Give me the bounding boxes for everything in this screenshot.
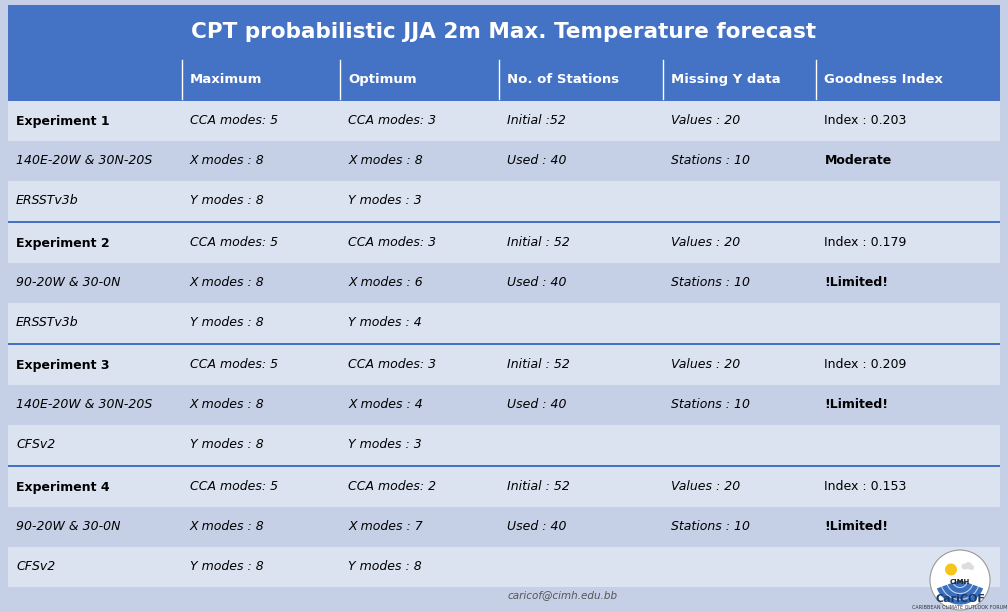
Text: Index : 0.209: Index : 0.209 — [825, 359, 907, 371]
Text: X modes : 8: X modes : 8 — [349, 154, 423, 168]
Text: Y modes : 3: Y modes : 3 — [349, 439, 422, 452]
Bar — [8, 221, 1000, 223]
Bar — [8, 467, 1000, 507]
Bar — [8, 223, 1000, 263]
Text: !Limited!: !Limited! — [825, 277, 888, 289]
Bar — [8, 343, 1000, 345]
Text: CFSv2: CFSv2 — [16, 561, 55, 573]
Circle shape — [965, 562, 972, 569]
Text: CCA modes: 5: CCA modes: 5 — [190, 359, 278, 371]
Bar — [8, 263, 1000, 303]
Text: Used : 40: Used : 40 — [507, 398, 566, 411]
Text: !Limited!: !Limited! — [825, 398, 888, 411]
Text: CCA modes: 3: CCA modes: 3 — [349, 114, 436, 127]
Text: Goodness Index: Goodness Index — [825, 73, 943, 86]
Text: Y modes : 8: Y modes : 8 — [190, 439, 263, 452]
Text: CFSv2: CFSv2 — [16, 439, 55, 452]
Text: X modes : 8: X modes : 8 — [190, 398, 264, 411]
Bar — [8, 101, 1000, 141]
Wedge shape — [936, 580, 983, 605]
Bar — [8, 141, 1000, 181]
Text: Optimum: Optimum — [349, 73, 417, 86]
Bar — [8, 99, 1000, 101]
Text: CCA modes: 5: CCA modes: 5 — [190, 236, 278, 250]
Text: X modes : 7: X modes : 7 — [349, 520, 423, 534]
Text: 140E-20W & 30N-20S: 140E-20W & 30N-20S — [16, 154, 152, 168]
Text: Experiment 1: Experiment 1 — [16, 114, 110, 127]
Bar — [8, 547, 1000, 587]
Text: CariCOF: CariCOF — [935, 594, 985, 604]
Text: 140E-20W & 30N-20S: 140E-20W & 30N-20S — [16, 398, 152, 411]
Bar — [8, 425, 1000, 465]
Text: Used : 40: Used : 40 — [507, 277, 566, 289]
Text: CCA modes: 5: CCA modes: 5 — [190, 114, 278, 127]
Text: CARIBBEAN CLIMATE OUTLOOK FORUM: CARIBBEAN CLIMATE OUTLOOK FORUM — [912, 605, 1008, 610]
Text: Values : 20: Values : 20 — [670, 480, 740, 493]
Text: Used : 40: Used : 40 — [507, 520, 566, 534]
Text: Used : 40: Used : 40 — [507, 154, 566, 168]
Text: Y modes : 8: Y modes : 8 — [190, 561, 263, 573]
Text: Y modes : 8: Y modes : 8 — [190, 316, 263, 329]
Text: Moderate: Moderate — [825, 154, 892, 168]
Text: Initial : 52: Initial : 52 — [507, 236, 570, 250]
Text: X modes : 8: X modes : 8 — [190, 277, 264, 289]
Text: X modes : 6: X modes : 6 — [349, 277, 423, 289]
Circle shape — [962, 564, 968, 570]
Text: Values : 20: Values : 20 — [670, 359, 740, 371]
Text: 90-20W & 30-0N: 90-20W & 30-0N — [16, 520, 121, 534]
Circle shape — [969, 565, 974, 570]
Text: CCA modes: 5: CCA modes: 5 — [190, 480, 278, 493]
Circle shape — [946, 564, 957, 575]
Text: X modes : 4: X modes : 4 — [349, 398, 423, 411]
Text: CIMH: CIMH — [950, 579, 970, 585]
Text: Experiment 4: Experiment 4 — [16, 480, 110, 493]
Text: Stations : 10: Stations : 10 — [670, 520, 750, 534]
Text: Stations : 10: Stations : 10 — [670, 277, 750, 289]
Text: X modes : 8: X modes : 8 — [190, 154, 264, 168]
Text: Stations : 10: Stations : 10 — [670, 154, 750, 168]
Bar — [8, 385, 1000, 425]
Text: No. of Stations: No. of Stations — [507, 73, 619, 86]
Text: Maximum: Maximum — [190, 73, 262, 86]
Text: Y modes : 8: Y modes : 8 — [190, 195, 263, 207]
Text: Initial : 52: Initial : 52 — [507, 359, 570, 371]
Text: Stations : 10: Stations : 10 — [670, 398, 750, 411]
Bar — [8, 507, 1000, 547]
Text: Y modes : 8: Y modes : 8 — [349, 561, 422, 573]
Bar — [8, 303, 1000, 343]
Text: Values : 20: Values : 20 — [670, 236, 740, 250]
Text: 90-20W & 30-0N: 90-20W & 30-0N — [16, 277, 121, 289]
Text: ERSSTv3b: ERSSTv3b — [16, 316, 79, 329]
Text: CPT probabilistic JJA 2m Max. Temperature forecast: CPT probabilistic JJA 2m Max. Temperatur… — [192, 23, 816, 42]
Text: !Limited!: !Limited! — [825, 520, 888, 534]
Text: caricof@cimh.edu.bb: caricof@cimh.edu.bb — [507, 590, 617, 600]
Bar — [8, 465, 1000, 467]
Text: Y modes : 3: Y modes : 3 — [349, 195, 422, 207]
Text: Initial :52: Initial :52 — [507, 114, 565, 127]
Text: Experiment 2: Experiment 2 — [16, 236, 110, 250]
Bar — [8, 60, 1000, 99]
Bar — [8, 345, 1000, 385]
Bar — [8, 181, 1000, 221]
Text: CCA modes: 3: CCA modes: 3 — [349, 236, 436, 250]
Text: CCA modes: 2: CCA modes: 2 — [349, 480, 436, 493]
Text: X modes : 8: X modes : 8 — [190, 520, 264, 534]
Text: Values : 20: Values : 20 — [670, 114, 740, 127]
Circle shape — [930, 550, 990, 610]
Text: ERSSTv3b: ERSSTv3b — [16, 195, 79, 207]
Text: CCA modes: 3: CCA modes: 3 — [349, 359, 436, 371]
Text: Index : 0.203: Index : 0.203 — [825, 114, 907, 127]
Text: Missing Y data: Missing Y data — [670, 73, 780, 86]
Text: Initial : 52: Initial : 52 — [507, 480, 570, 493]
Text: Y modes : 4: Y modes : 4 — [349, 316, 422, 329]
Text: Index : 0.179: Index : 0.179 — [825, 236, 907, 250]
Text: Experiment 3: Experiment 3 — [16, 359, 110, 371]
Bar — [8, 5, 1000, 60]
Text: Index : 0.153: Index : 0.153 — [825, 480, 907, 493]
